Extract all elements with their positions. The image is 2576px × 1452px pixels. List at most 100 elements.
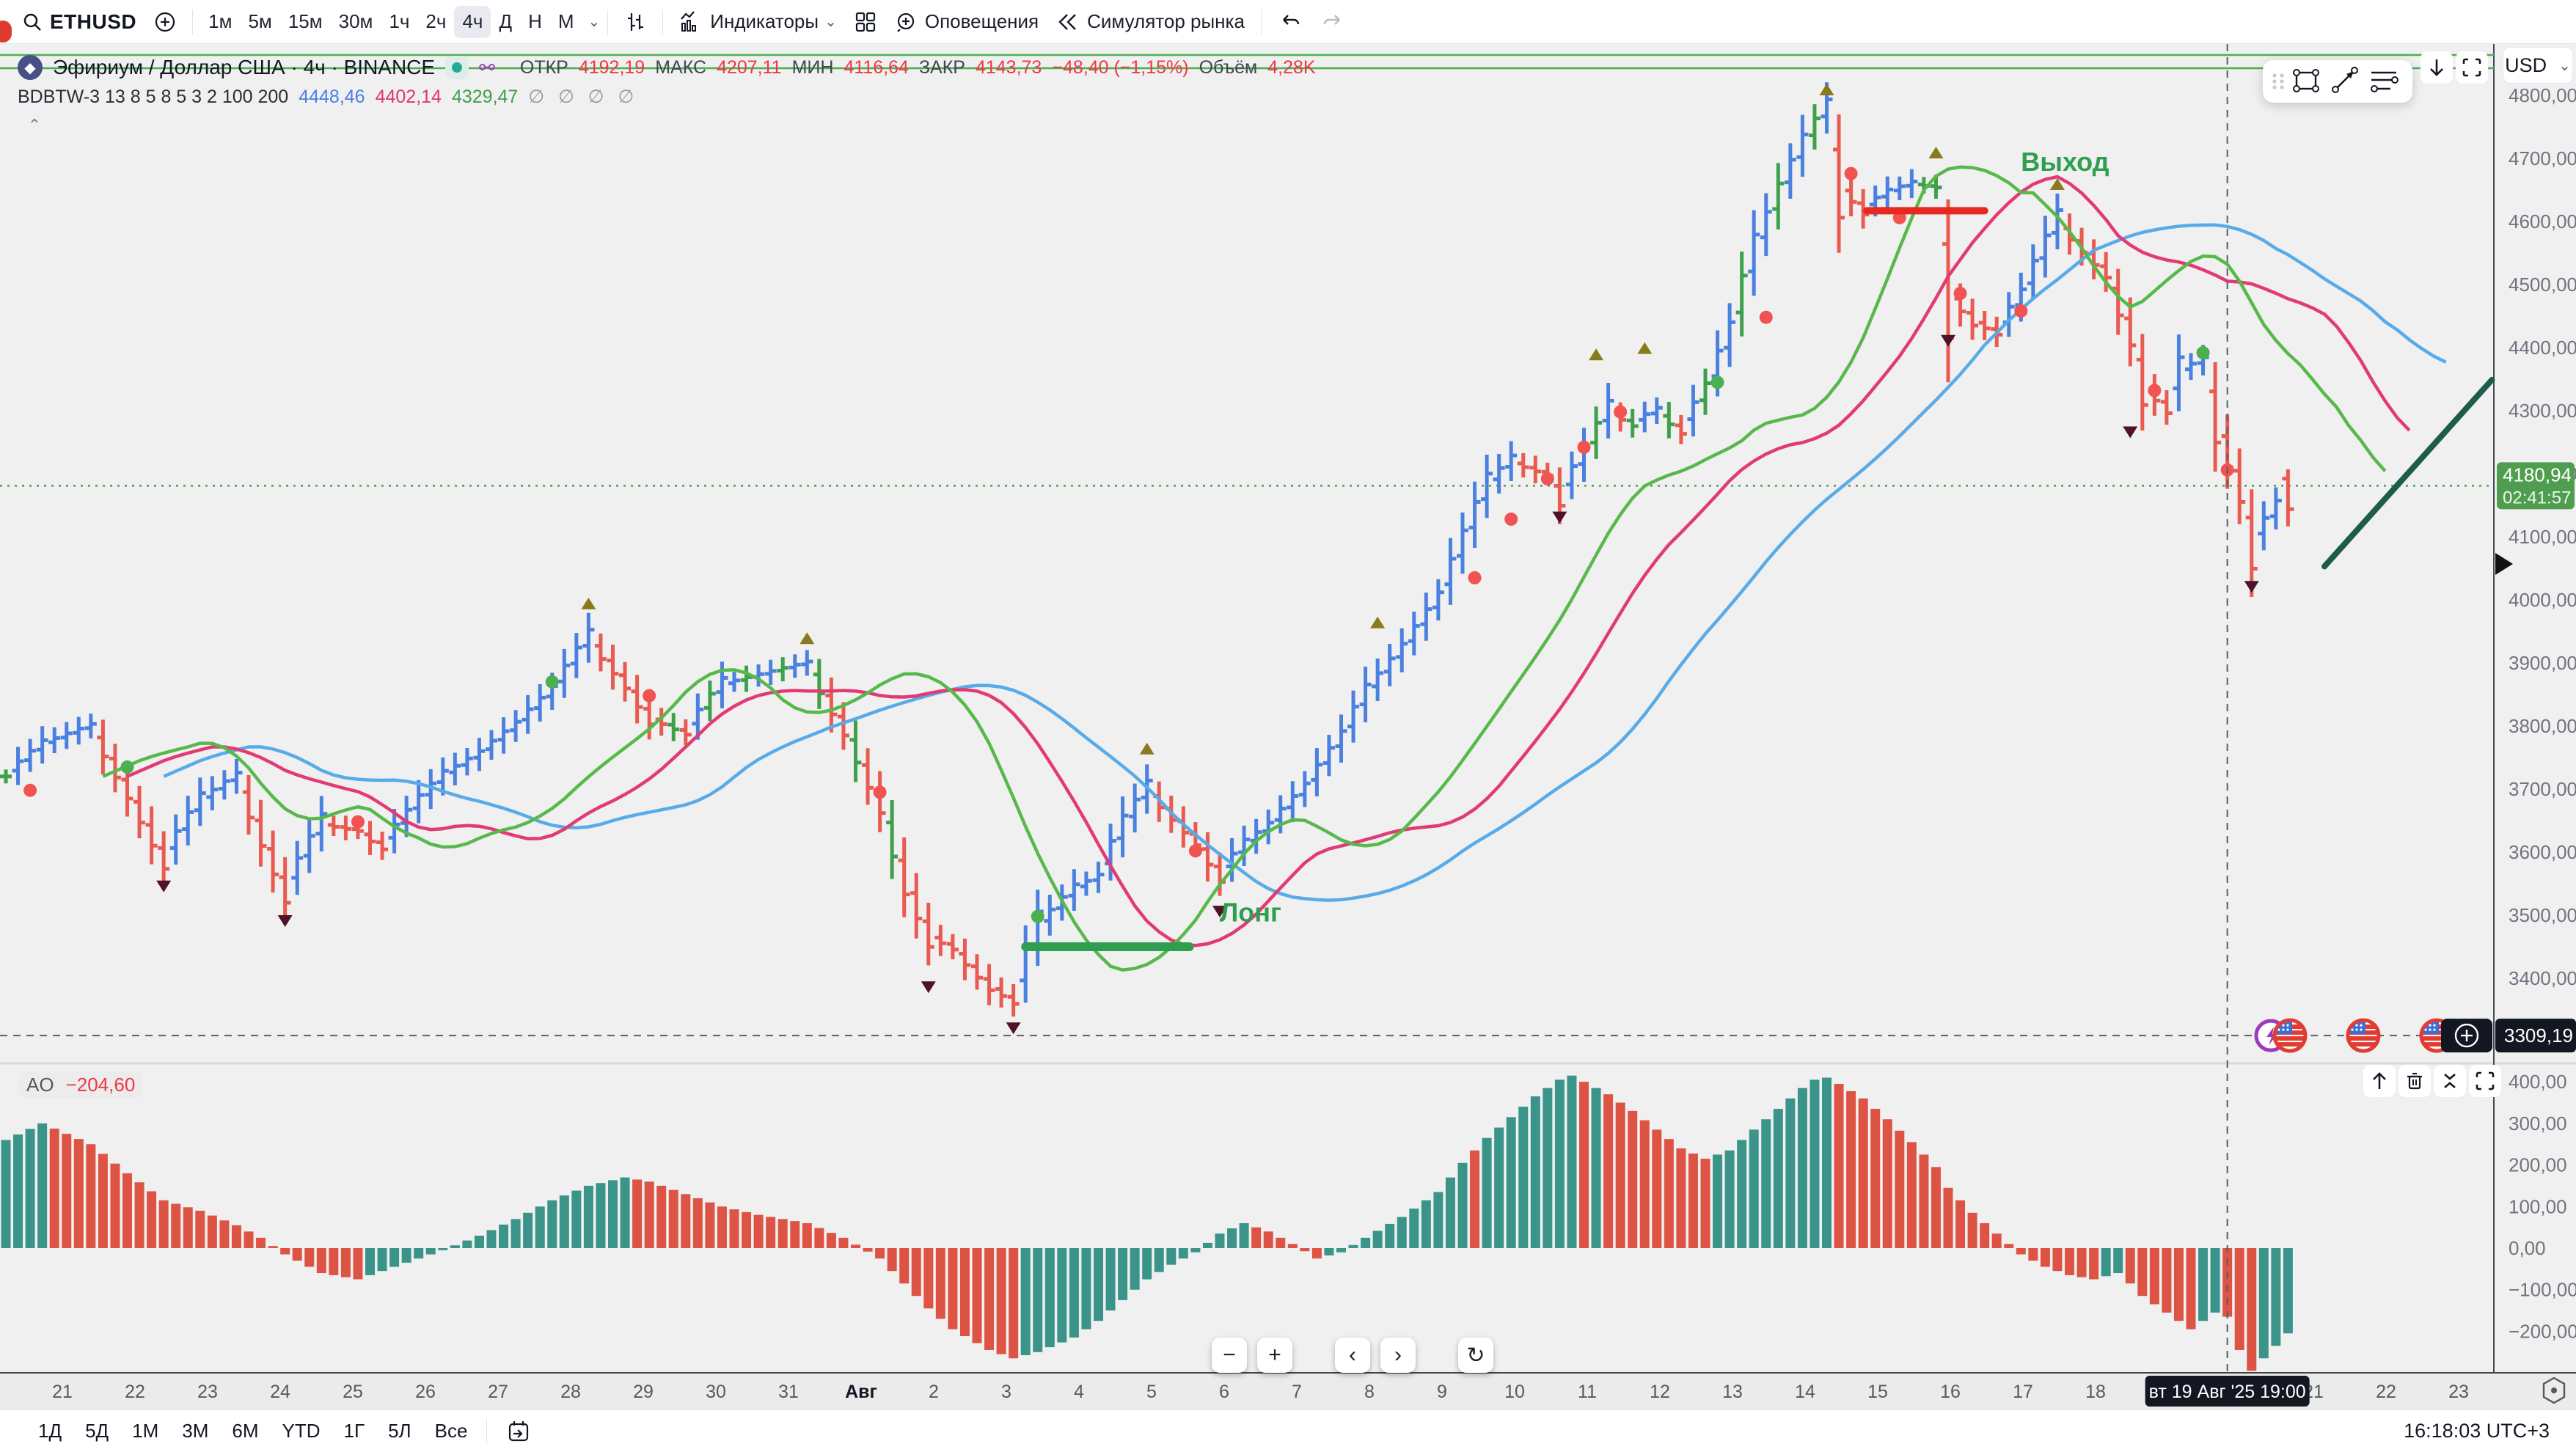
timeframe-М[interactable]: М	[557, 10, 574, 32]
event-markers	[2254, 1018, 2454, 1053]
volume-value: 4,28K	[1267, 56, 1316, 78]
legend-collapse-button[interactable]: ⌃	[27, 116, 42, 134]
timeframe-4ч[interactable]: 4ч	[454, 5, 491, 38]
range-5Л[interactable]: 5Л	[388, 1420, 411, 1442]
ao-collapse-button[interactable]	[2434, 1065, 2466, 1097]
timeframe-2ч[interactable]: 2ч	[425, 10, 447, 32]
time-axis[interactable]: 21 22 23 24 25 26 27 28 29 30 31 Авг 2 3 4 5 6 7 8 9 10 11 12 1…	[52, 1376, 2566, 1407]
ma-fast-line[interactable]	[102, 165, 2387, 972]
alerts-button[interactable]: Оповещения	[885, 5, 1047, 39]
drag-handle-icon[interactable]	[2269, 67, 2288, 96]
svg-text:27: 27	[488, 1382, 508, 1402]
ao-axis[interactable]: 400,00 300,00 200,00 100,00 0,00 −100,00 −200,…	[2509, 1071, 2576, 1342]
svg-text:0,00: 0,00	[2509, 1237, 2546, 1259]
exit-annotation[interactable]: Выход	[2021, 147, 2109, 177]
range-5Д[interactable]: 5Д	[85, 1420, 109, 1442]
indicator-value-slow: 4448,46	[299, 86, 365, 107]
change-value: −48,40 (−1,15%)	[1052, 56, 1189, 78]
undo-button[interactable]	[1269, 5, 1311, 39]
layout-grid-button[interactable]	[846, 5, 885, 39]
parallel-lines-icon[interactable]	[2364, 65, 2402, 98]
ao-delete-button[interactable]	[2398, 1065, 2431, 1097]
compare-add-button[interactable]	[145, 5, 185, 39]
svg-text:Авг: Авг	[845, 1382, 877, 1402]
go-to-date-button[interactable]	[494, 1415, 543, 1448]
share-nodes-icon[interactable]: ⚯	[479, 56, 495, 78]
time-axis-settings-icon[interactable]	[2542, 1376, 2566, 1404]
long-annotation[interactable]: Лонг	[1220, 898, 1281, 928]
svg-text:17: 17	[2013, 1382, 2033, 1402]
range-1Г[interactable]: 1Г	[343, 1420, 365, 1442]
ma-mid-line[interactable]	[126, 175, 2411, 947]
svg-text:3400,00: 3400,00	[2509, 967, 2576, 989]
symbol-search-button[interactable]: ETHUSD	[13, 5, 145, 39]
indicators-button[interactable]: Индикаторы ⌄	[670, 5, 846, 39]
redo-button[interactable]	[1311, 5, 1354, 39]
drawing-floating-toolbar	[2263, 60, 2412, 103]
trend-arrow-icon[interactable]	[2326, 65, 2364, 98]
toolbar-separator	[607, 9, 609, 34]
zoom-out-button[interactable]: −	[1212, 1338, 1247, 1373]
market-status-badge[interactable]	[445, 56, 469, 79]
toolbar-separator	[192, 9, 194, 34]
svg-text:3309,19: 3309,19	[2504, 1024, 2573, 1046]
scroll-to-recent-button[interactable]	[2421, 51, 2453, 84]
price-marker-arrow[interactable]	[2495, 553, 2513, 575]
crosshair-time-label	[2145, 1376, 2310, 1407]
range-Все[interactable]: Все	[434, 1420, 468, 1442]
calendar-icon	[509, 1420, 529, 1441]
replay-button[interactable]: Симулятор рынка	[1047, 5, 1254, 39]
svg-text:16: 16	[1940, 1382, 1961, 1402]
ma-slow-line[interactable]	[163, 223, 2447, 902]
scroll-right-button[interactable]: ›	[1380, 1338, 1416, 1373]
maximize-pane-button[interactable]	[2456, 51, 2488, 84]
search-icon	[22, 12, 43, 32]
range-6М[interactable]: 6М	[232, 1420, 259, 1442]
indicator-title[interactable]: BDBTW-3 13 8 5 8 5 3 2 100 200	[18, 86, 289, 107]
reset-chart-button[interactable]: ↻	[1458, 1338, 1493, 1373]
rect-select-icon[interactable]	[2288, 65, 2326, 98]
arrow-up-icon	[2373, 1072, 2386, 1089]
range-1Д[interactable]: 1Д	[38, 1420, 62, 1442]
us-economic-event-icon[interactable]	[2346, 1018, 2381, 1053]
svg-text:3800,00: 3800,00	[2509, 715, 2576, 737]
ao-label[interactable]: AO	[26, 1074, 54, 1096]
chevron-down-icon: ⌄	[824, 14, 837, 30]
timeframe-5м[interactable]: 5м	[248, 10, 272, 32]
price-chart[interactable]: Лонг Выход 4800,004700,004600,004500,00440…	[0, 0, 2576, 1409]
timeframe-30м[interactable]: 30м	[338, 10, 373, 32]
chart-style-button[interactable]	[615, 5, 655, 39]
timeframe-15м[interactable]: 15м	[288, 10, 323, 32]
symbol-title[interactable]: Эфириум / Доллар США · 4ч · BINANCE	[53, 56, 436, 78]
timeframe-Н[interactable]: Н	[528, 10, 542, 32]
last-price-badge	[2497, 462, 2575, 510]
svg-text:4: 4	[1074, 1382, 1084, 1402]
svg-text:100,00: 100,00	[2509, 1195, 2567, 1217]
price-scale-currency-button[interactable]: USD ⌄	[2503, 47, 2573, 84]
plus-circle-icon	[155, 12, 175, 32]
clock-label[interactable]: 16:18:03 UTC+3	[2404, 1420, 2550, 1442]
ao-histogram	[1, 1075, 2293, 1371]
ao-legend: AO −204,60	[19, 1072, 143, 1098]
range-YTD[interactable]: YTD	[282, 1420, 321, 1442]
ao-maximize-button[interactable]	[2469, 1065, 2501, 1097]
trash-icon	[2407, 1072, 2422, 1090]
svg-text:13: 13	[1722, 1382, 1743, 1402]
timeframe-1м[interactable]: 1м	[208, 10, 233, 32]
ao-move-up-button[interactable]	[2363, 1065, 2396, 1097]
signal-markers	[23, 84, 2259, 1035]
range-1М[interactable]: 1М	[132, 1420, 159, 1442]
price-axis[interactable]: 4800,00 4700,00 4600,00 4500,00 4400,00 4300,…	[2441, 84, 2576, 1053]
toolbar-separator	[662, 9, 664, 34]
svg-text:26: 26	[415, 1382, 436, 1402]
scroll-left-button[interactable]: ‹	[1335, 1338, 1370, 1373]
zoom-in-button[interactable]: +	[1257, 1338, 1292, 1373]
svg-text:24: 24	[270, 1382, 290, 1402]
range-3М[interactable]: 3М	[182, 1420, 209, 1442]
trend-line-drawing[interactable]	[2321, 376, 2495, 570]
level-lines[interactable]	[0, 54, 2494, 70]
chevron-down-icon[interactable]: ⌄	[588, 14, 601, 30]
us-economic-event-icon[interactable]	[2272, 1018, 2308, 1053]
timeframe-Д[interactable]: Д	[499, 10, 513, 32]
timeframe-1ч[interactable]: 1ч	[389, 10, 410, 32]
